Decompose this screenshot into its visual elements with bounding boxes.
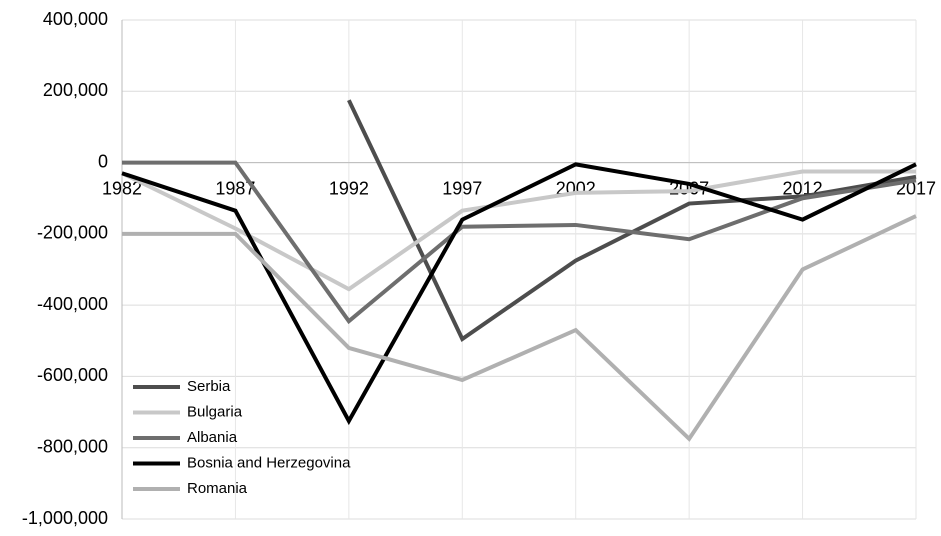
y-tick-label: 400,000 bbox=[43, 9, 108, 29]
x-tick-label: 1987 bbox=[215, 178, 255, 198]
series-line bbox=[121, 162, 917, 426]
series-line bbox=[122, 160, 917, 325]
legend: Serbia Bulgaria Albania Bosnia and Herzegov… bbox=[133, 378, 351, 497]
y-tick-label: -1,000,000 bbox=[22, 508, 108, 528]
y-tick-label: 200,000 bbox=[43, 80, 108, 100]
legend-label: Bulgaria bbox=[187, 403, 243, 420]
legend-label: Albania bbox=[187, 429, 238, 446]
legend-label: Serbia bbox=[187, 378, 231, 395]
y-tick-label: -600,000 bbox=[37, 365, 108, 385]
y-tick-label: -400,000 bbox=[37, 294, 108, 314]
y-tick-label: -800,000 bbox=[37, 436, 108, 456]
series-line bbox=[122, 214, 917, 442]
x-tick-label: 1997 bbox=[442, 178, 482, 198]
x-tick-label: 1992 bbox=[329, 178, 369, 198]
series-line bbox=[347, 99, 917, 342]
y-tick-label: -200,000 bbox=[37, 223, 108, 243]
legend-label: Bosnia and Herzegovina bbox=[187, 454, 351, 471]
x-tick-label: 1982 bbox=[102, 178, 142, 198]
legend-label: Romania bbox=[187, 480, 248, 497]
y-tick-label: 0 bbox=[98, 151, 108, 171]
series-line bbox=[121, 169, 916, 292]
